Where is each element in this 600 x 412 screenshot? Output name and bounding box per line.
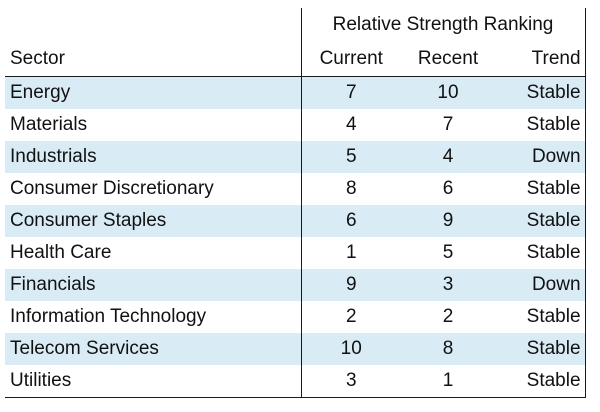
table-row: Industrials 5 4 Down [5, 141, 586, 173]
recent-column-header: Recent [401, 42, 495, 77]
table-row: Energy 7 10 Stable [5, 76, 586, 109]
recent-rank-cell: 10 [401, 76, 495, 109]
table-body: Energy 7 10 Stable Materials 4 7 Stable … [5, 76, 586, 398]
table-row: Utilities 3 1 Stable [5, 365, 586, 398]
sector-cell: Materials [5, 109, 302, 141]
trend-cell: Stable [495, 205, 586, 237]
recent-rank-cell: 8 [401, 333, 495, 365]
table-row: Telecom Services 10 8 Stable [5, 333, 586, 365]
current-rank-cell: 7 [301, 76, 401, 109]
current-rank-cell: 4 [345, 114, 357, 135]
current-rank-cell: 10 [301, 333, 401, 365]
current-rank-cell: 6 [301, 205, 401, 237]
sector-cell: Health Care [5, 237, 302, 269]
recent-rank-cell: 6 [442, 178, 454, 199]
recent-rank-cell: 2 [442, 306, 454, 327]
relative-strength-table: Relative Strength Ranking Sector Current… [5, 8, 586, 398]
recent-rank-cell: 3 [401, 269, 495, 301]
sector-cell: Consumer Discretionary [5, 173, 302, 205]
column-header-row: Sector Current Recent Trend [5, 42, 586, 77]
recent-rank-cell: 7 [442, 114, 454, 135]
trend-cell: Stable [495, 333, 586, 365]
current-rank-cell: 5 [301, 141, 401, 173]
trend-cell: Stable [495, 109, 586, 141]
recent-rank-cell: 4 [401, 141, 495, 173]
group-header-row: Relative Strength Ranking [5, 8, 586, 42]
current-rank-cell: 1 [345, 242, 357, 263]
trend-cell: Stable [495, 365, 586, 398]
trend-cell: Stable [495, 301, 586, 333]
sector-cell: Utilities [5, 365, 302, 398]
sector-cell: Consumer Staples [5, 205, 302, 237]
sector-cell: Financials [5, 269, 302, 301]
current-column-header: Current [301, 42, 401, 77]
sector-cell: Energy [5, 76, 302, 109]
table-row: Materials 4 7 Stable [5, 109, 586, 141]
trend-cell: Stable [495, 173, 586, 205]
group-header-spacer [5, 8, 302, 42]
recent-rank-cell: 1 [401, 365, 495, 398]
trend-cell: Down [495, 141, 586, 173]
trend-cell: Down [495, 269, 586, 301]
trend-cell: Stable [495, 237, 586, 269]
trend-column-header: Trend [495, 42, 586, 77]
table-row: Consumer Staples 6 9 Stable [5, 205, 586, 237]
trend-cell: Stable [495, 76, 586, 109]
recent-rank-cell: 9 [401, 205, 495, 237]
current-rank-cell: 3 [301, 365, 401, 398]
table-row: Health Care 1 5 Stable [5, 237, 586, 269]
recent-rank-cell: 5 [442, 242, 454, 263]
current-rank-cell: 2 [345, 306, 357, 327]
current-rank-cell: 9 [301, 269, 401, 301]
sector-cell: Information Technology [5, 301, 302, 333]
current-rank-cell: 8 [345, 178, 357, 199]
sector-cell: Industrials [5, 141, 302, 173]
sector-cell: Telecom Services [5, 333, 302, 365]
relative-strength-ranking-header: Relative Strength Ranking [301, 8, 586, 42]
table-row: Information Technology 2 2 Stable [5, 301, 586, 333]
sector-column-header: Sector [5, 42, 302, 77]
table-row: Financials 9 3 Down [5, 269, 586, 301]
table-row: Consumer Discretionary 8 6 Stable [5, 173, 586, 205]
